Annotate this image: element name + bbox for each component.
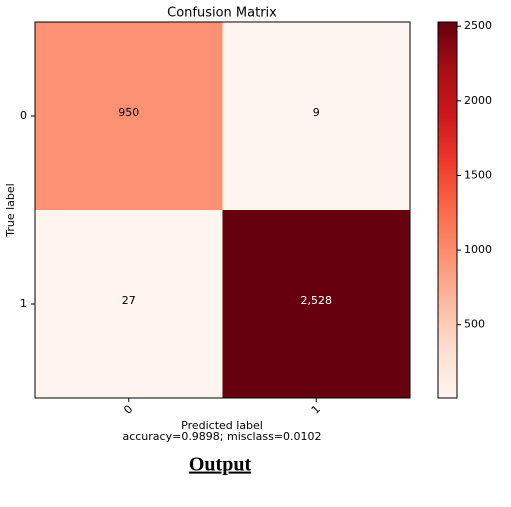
x-tick-label: 0 — [121, 403, 135, 417]
cell-label: 2,528 — [301, 294, 333, 307]
colorbar-tick-label: 500 — [464, 318, 485, 331]
cell — [35, 210, 223, 398]
cell — [222, 22, 410, 210]
cell — [35, 22, 223, 210]
x-tick-label: 1 — [309, 403, 323, 417]
y-axis-label: True label — [4, 183, 17, 237]
note: accuracy=0.9898; misclass=0.0102 — [122, 430, 321, 443]
cell-label: 9 — [313, 106, 320, 119]
chart-title: Confusion Matrix — [167, 6, 277, 21]
colorbar-tick-label: 2500 — [464, 19, 492, 32]
cell — [222, 210, 410, 398]
colorbar-tick-label: 2000 — [464, 94, 492, 107]
colorbar-tick-label: 1500 — [464, 168, 492, 181]
y-tick-label: 0 — [20, 109, 27, 122]
x-axis-label: Predicted label — [181, 419, 263, 432]
colorbar — [437, 21, 458, 399]
cell-label: 27 — [122, 294, 136, 307]
cell-label: 950 — [118, 106, 139, 119]
caption: Output — [189, 454, 252, 476]
y-tick-label: 1 — [20, 297, 27, 310]
plot-frame — [34, 21, 411, 399]
colorbar-tick-label: 1000 — [464, 243, 492, 256]
